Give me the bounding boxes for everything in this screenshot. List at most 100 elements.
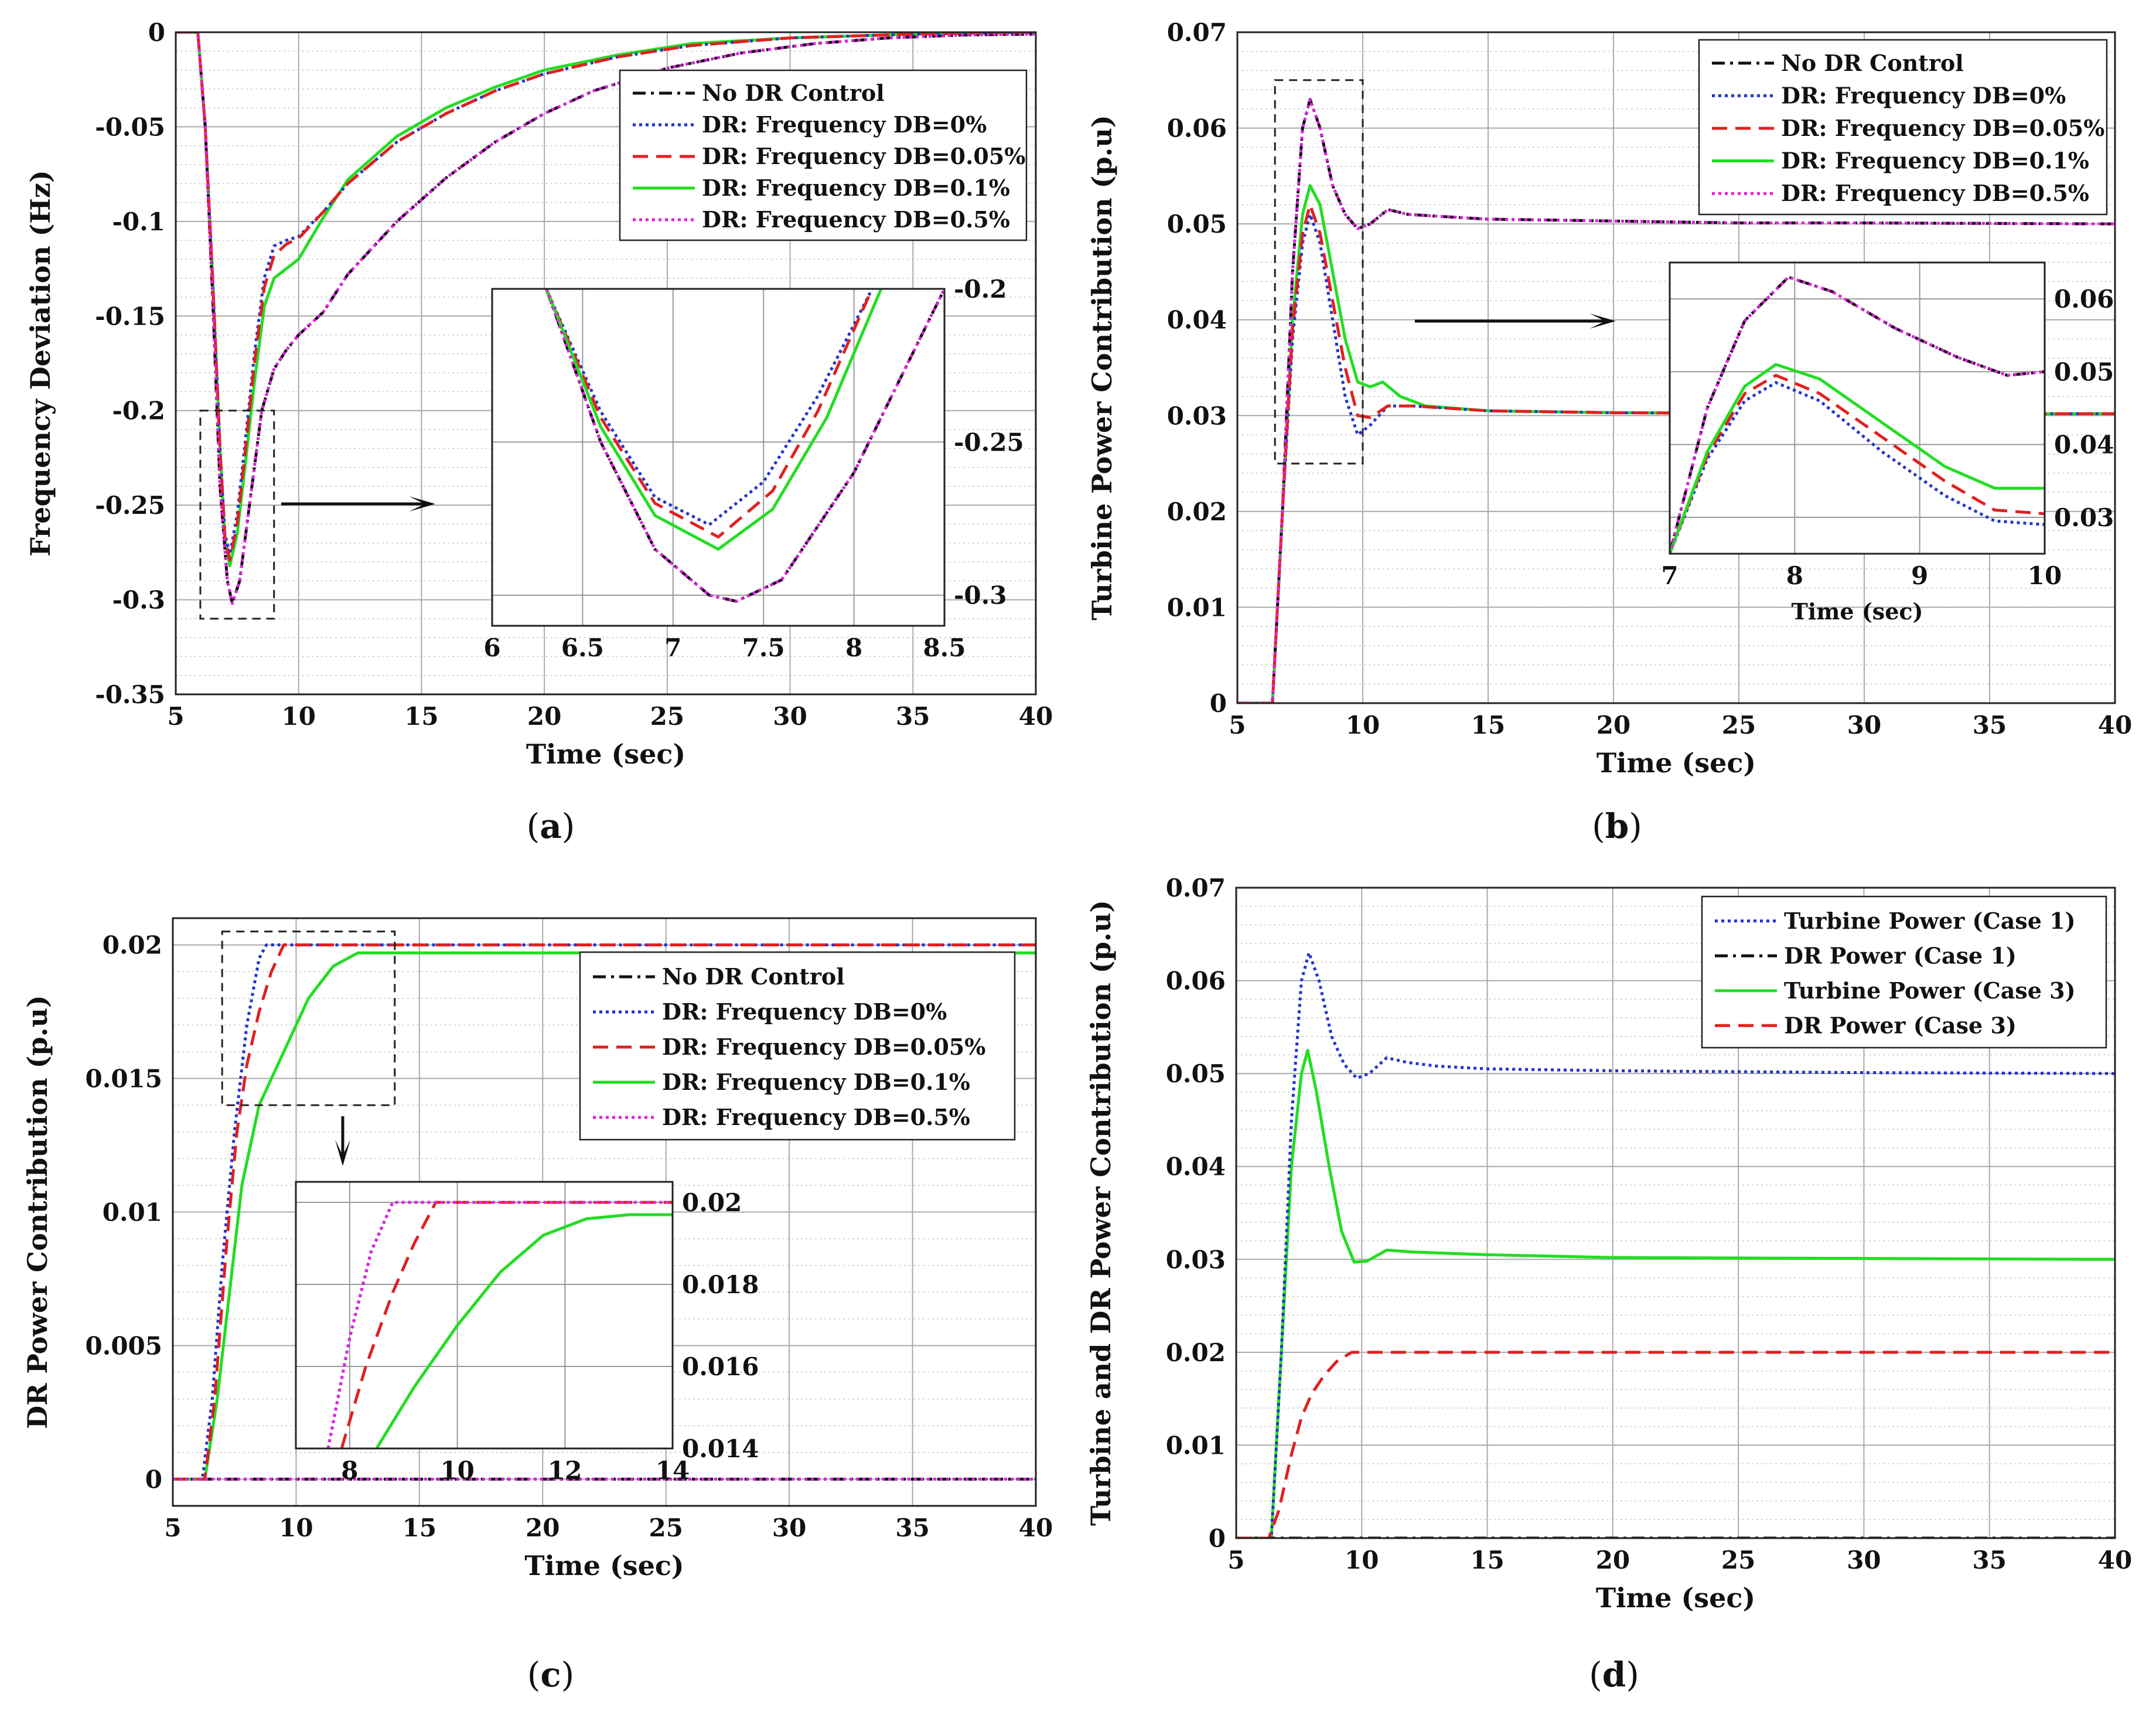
- inset-y-tick-label: -0.3: [954, 581, 1007, 610]
- x-tick-label: 15: [402, 1514, 436, 1542]
- x-tick-label: 25: [1721, 1546, 1755, 1574]
- chart-panel-b: 5 10 15 20 25 30 35 40 0 0.01 0.02 0.03 0.04 0.05 0.06…: [1086, 18, 2132, 846]
- y-tick-label: 0.01: [1167, 593, 1227, 622]
- inset-y-tick-label: 0.018: [682, 1270, 759, 1299]
- inset-y-tick-label: 0.016: [682, 1352, 759, 1381]
- inset-x-tick-label: 14: [656, 1456, 690, 1485]
- inset-series-line-4: [1670, 363, 2045, 554]
- inset-x-tick-label: 7: [664, 633, 681, 662]
- y-tick-label: -0.2: [112, 397, 165, 425]
- x-tick-label: 35: [1973, 711, 2007, 739]
- x-tick-label: 20: [527, 702, 561, 731]
- inset-series-line-4: [545, 289, 883, 551]
- inset-series-line-5: [545, 289, 944, 603]
- x-tick-label: 25: [650, 702, 684, 731]
- inset-y-tick-label: 0.05: [2054, 357, 2114, 386]
- inset-chart: 6 6.5 7 7.5 8 8.5 -0.3 -0.25 -0.2: [483, 275, 1024, 662]
- y-tick-label: 0.05: [1166, 1059, 1226, 1088]
- axes-frame: [1235, 887, 2116, 1539]
- x-tick-label: 35: [1972, 1546, 2006, 1574]
- legend-label: DR: Frequency DB=0.5%: [702, 206, 1010, 233]
- panel-caption: (a): [527, 806, 575, 846]
- x-tick-label: 15: [1471, 711, 1505, 739]
- inset-x-tick-label: 6: [483, 633, 500, 662]
- inset-y-tick-label: 0.03: [2054, 503, 2114, 532]
- inset-x-axis-label: Time (sec): [1792, 598, 1923, 625]
- x-tick-label: 40: [1019, 702, 1053, 731]
- legend-label: Turbine Power (Case 3): [1784, 977, 2076, 1004]
- x-axis-label: Time (sec): [524, 1550, 684, 1581]
- y-tick-label: -0.35: [95, 680, 165, 709]
- series-group: [1237, 98, 2115, 703]
- y-tick-label: 0.005: [85, 1331, 162, 1360]
- panel-caption: (d): [1589, 1655, 1639, 1695]
- inset-x-tick-label: 7: [1661, 561, 1678, 590]
- series-group: [1236, 951, 2115, 1538]
- x-tick-label: 5: [1227, 1546, 1244, 1574]
- x-tick-label: 40: [2098, 711, 2132, 739]
- inset-area: [492, 289, 944, 626]
- x-tick-label: 20: [526, 1514, 560, 1542]
- legend-label: No DR Control: [662, 963, 845, 990]
- x-tick-label: 5: [1229, 711, 1246, 739]
- y-tick-label: 0.03: [1166, 1245, 1226, 1274]
- y-tick-label: 0.02: [103, 931, 162, 960]
- legend-label: No DR Control: [1781, 50, 1964, 76]
- x-tick-label: 20: [1596, 1546, 1630, 1574]
- series-line-3: [1236, 1049, 2115, 1538]
- inset-series-line-5: [1670, 275, 2045, 554]
- legend-label: DR: Frequency DB=0%: [1781, 82, 2066, 108]
- x-tick-label: 30: [773, 702, 807, 731]
- y-tick-label: 0.07: [1167, 18, 1227, 47]
- x-tick-label: 10: [279, 1514, 313, 1542]
- x-tick-label: 40: [1019, 1514, 1053, 1542]
- chart-panel-d: 5 10 15 20 25 30 35 40 0 0.01 0.02 0.03 0.04 0.05 0.06…: [1085, 874, 2132, 1695]
- chart-panel-c: 5 10 15 20 25 30 35 40 0 0.005 0.01 0.015 0.02 Time (…: [22, 917, 1053, 1695]
- series-line-1: [1236, 951, 2115, 1538]
- series-line-3: [173, 943, 1036, 1481]
- zoom-box: [221, 930, 396, 1106]
- inset-x-tick-label: 10: [440, 1456, 474, 1485]
- chart-panel-a: 5 10 15 20 25 30 35 40 -0.35 -0.3 -0.25 -0.2 -0.15 -0…: [25, 18, 1053, 846]
- y-tick-label: 0: [1210, 689, 1227, 718]
- inset-series-line-3: [375, 1213, 673, 1448]
- legend-label: DR: Frequency DB=0%: [662, 998, 947, 1025]
- x-tick-label: 30: [1847, 711, 1881, 739]
- inset-y-tick-label: 0.06: [2054, 285, 2114, 313]
- y-tick-label: 0: [1209, 1524, 1226, 1553]
- series-group: [173, 943, 1036, 1481]
- y-tick-label: 0.01: [1166, 1431, 1226, 1460]
- inset-x-tick-label: 12: [548, 1456, 582, 1485]
- legend-label: DR Power (Case 3): [1784, 1012, 2017, 1038]
- zoom-arrow-head: [1589, 313, 1616, 329]
- x-tick-label: 5: [167, 702, 184, 731]
- inset-frame: [1669, 261, 2046, 555]
- legend-label: DR: Frequency DB=0.05%: [662, 1034, 985, 1060]
- y-tick-label: -0.05: [95, 113, 165, 141]
- inset-series-line-1: [545, 289, 944, 603]
- inset-series-line-3: [545, 289, 874, 539]
- y-tick-label: -0.15: [95, 302, 165, 330]
- inset-x-tick-label: 8: [341, 1456, 358, 1485]
- x-tick-label: 30: [772, 1514, 806, 1542]
- inset-series-line-2: [340, 1201, 673, 1448]
- axes-frame: [175, 31, 1037, 696]
- series-group: [176, 32, 1036, 605]
- legend-label: DR: Frequency DB=0%: [702, 111, 987, 138]
- zoom-arrow-head: [408, 496, 435, 512]
- legend-label: Turbine Power (Case 1): [1784, 908, 2076, 934]
- y-tick-label: 0.015: [85, 1065, 162, 1093]
- legend-label: DR: Frequency DB=0.5%: [662, 1104, 970, 1130]
- y-axis-label: Turbine and DR Power Contribution (p.u): [1085, 900, 1117, 1526]
- inset-frame: [295, 1181, 674, 1450]
- inset-x-tick-label: 9: [1911, 561, 1928, 590]
- legend-label: DR: Frequency DB=0.1%: [662, 1069, 970, 1095]
- x-tick-label: 10: [1345, 1546, 1379, 1574]
- x-tick-label: 15: [1470, 1546, 1504, 1574]
- x-tick-label: 35: [895, 1514, 929, 1542]
- y-tick-label: 0.02: [1167, 497, 1227, 526]
- inset-series-group: [545, 289, 944, 603]
- axes-frame: [1236, 31, 2116, 704]
- panel-caption: (b): [1592, 806, 1642, 846]
- inset-x-tick-label: 10: [2028, 561, 2062, 590]
